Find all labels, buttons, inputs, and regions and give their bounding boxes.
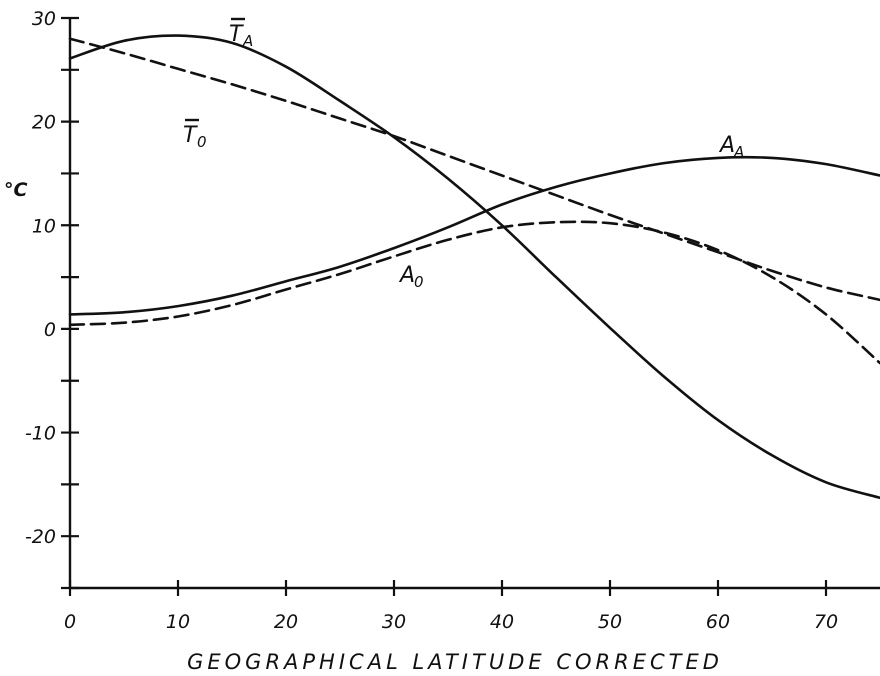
- y-tick-label: -10: [25, 423, 56, 445]
- series-line-t-0: [68, 37, 880, 302]
- series-label-main: A: [398, 263, 415, 288]
- y-tick-label: 0: [44, 319, 56, 341]
- x-tick-label: 60: [706, 611, 730, 633]
- x-tick-label: 50: [598, 611, 622, 633]
- series-curves: [68, 34, 880, 500]
- x-tick-label: 20: [274, 611, 298, 633]
- x-tick-label: 30: [382, 611, 406, 633]
- series-label-subscript: 0: [197, 133, 207, 151]
- y-tick-label: 10: [32, 215, 56, 237]
- series-label-main: T: [229, 22, 244, 47]
- y-tick-label: 20: [32, 112, 56, 134]
- series-line-t-a: [68, 34, 880, 500]
- y-tick-label: 30: [32, 8, 56, 30]
- x-axis-title: GEOGRAPHICAL LATITUDE CORRECTED: [187, 650, 723, 674]
- y-tick-label: -20: [25, 526, 56, 548]
- x-tick-label: 0: [64, 611, 76, 633]
- x-tick-label: 40: [490, 611, 514, 633]
- x-tick-label: 10: [166, 611, 190, 633]
- series-label-a-a: AA: [718, 133, 744, 161]
- axes: 30 20 10 0 -10 -20 0 10 20 30 40 50 60 70: [25, 8, 880, 633]
- series-label-subscript: A: [733, 143, 744, 161]
- series-label-main: T: [183, 123, 198, 148]
- y-axis-unit-label: °C: [4, 179, 28, 201]
- series-label-subscript: A: [242, 32, 253, 50]
- series-label-main: A: [718, 133, 735, 158]
- series-label-a-0: A0: [398, 263, 424, 291]
- series-label-subscript: 0: [414, 273, 424, 291]
- series-line-a-0: [68, 220, 880, 365]
- series-line-a-a: [68, 155, 880, 316]
- x-tick-label: 70: [814, 611, 838, 633]
